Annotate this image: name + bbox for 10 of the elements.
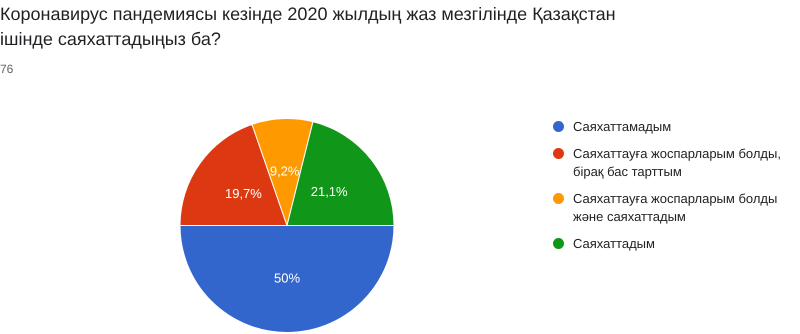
data-label: 19,7% bbox=[224, 186, 262, 202]
data-label: 50% bbox=[274, 270, 300, 286]
data-label: 9,2% bbox=[270, 164, 300, 179]
legend-label: Саяхаттауға жоспарларым болды және саяхаттадым bbox=[573, 190, 778, 226]
text: 76 bbox=[0, 62, 14, 76]
data-label: 21,1% bbox=[310, 184, 348, 200]
chart-title: Коронавирус пандемиясы кезінде 2020 жылдың жаз мезгілінде Қазақстан ішінде саяхаттадыңыз ба? bbox=[0, 3, 617, 51]
legend-label: Саяхаттамадым bbox=[573, 118, 672, 136]
legend-label: Саяхаттадым bbox=[573, 235, 655, 253]
legend-label: Саяхаттауға жоспарларым болды, бірақ бас тарттым bbox=[573, 145, 782, 181]
